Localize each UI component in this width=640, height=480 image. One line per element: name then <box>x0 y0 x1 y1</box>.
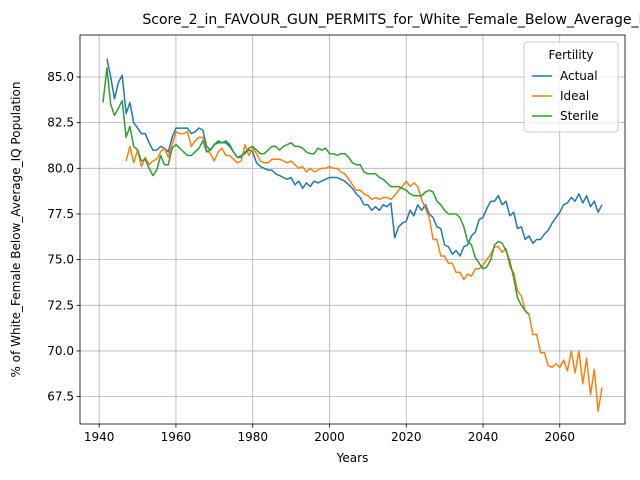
x-axis-label: Years <box>336 451 369 465</box>
x-tick-label: 2040 <box>468 430 499 444</box>
y-tick-label: 72.5 <box>47 298 74 312</box>
y-tick-label: 77.5 <box>47 207 74 221</box>
y-tick-label: 82.5 <box>47 116 74 130</box>
plot-frame <box>79 34 626 425</box>
legend-label-sterile: Sterile <box>560 109 599 123</box>
y-axis-label: % of White_Female Below_Average_IQ Popul… <box>9 82 23 378</box>
x-axis: 1940 1960 1980 2000 2020 2040 2060 <box>84 424 575 444</box>
legend: Fertility Actual Ideal Sterile <box>523 41 619 133</box>
y-tick-label: 75.0 <box>47 253 74 267</box>
series-line-actual <box>106 58 603 257</box>
x-tick-label: 2060 <box>544 430 575 444</box>
x-tick-label: 1960 <box>161 430 192 444</box>
legend-label-actual: Actual <box>560 69 598 83</box>
y-tick-label: 85.0 <box>47 70 74 84</box>
y-tick-label: 70.0 <box>47 344 74 358</box>
legend-items: Actual Ideal Sterile <box>532 69 599 123</box>
y-axis: 67.5 70.0 72.5 75.0 77.5 80.0 82.5 85.0 <box>47 70 80 404</box>
grid-lines <box>80 35 625 424</box>
legend-box <box>523 41 619 133</box>
y-tick-label: 67.5 <box>47 390 74 404</box>
x-tick-label: 1940 <box>84 430 115 444</box>
x-tick-label: 2000 <box>314 430 345 444</box>
legend-label-ideal: Ideal <box>560 89 589 103</box>
series-line-sterile <box>102 67 530 315</box>
x-tick-label: 2020 <box>391 430 422 444</box>
y-tick-label: 80.0 <box>47 161 74 175</box>
chart-title: Score_2_in_FAVOUR_GUN_PERMITS_for_White_… <box>142 12 640 28</box>
series-line-ideal <box>125 131 603 412</box>
series-layer <box>102 58 603 412</box>
x-tick-label: 1980 <box>237 430 268 444</box>
legend-title: Fertility <box>548 48 593 62</box>
